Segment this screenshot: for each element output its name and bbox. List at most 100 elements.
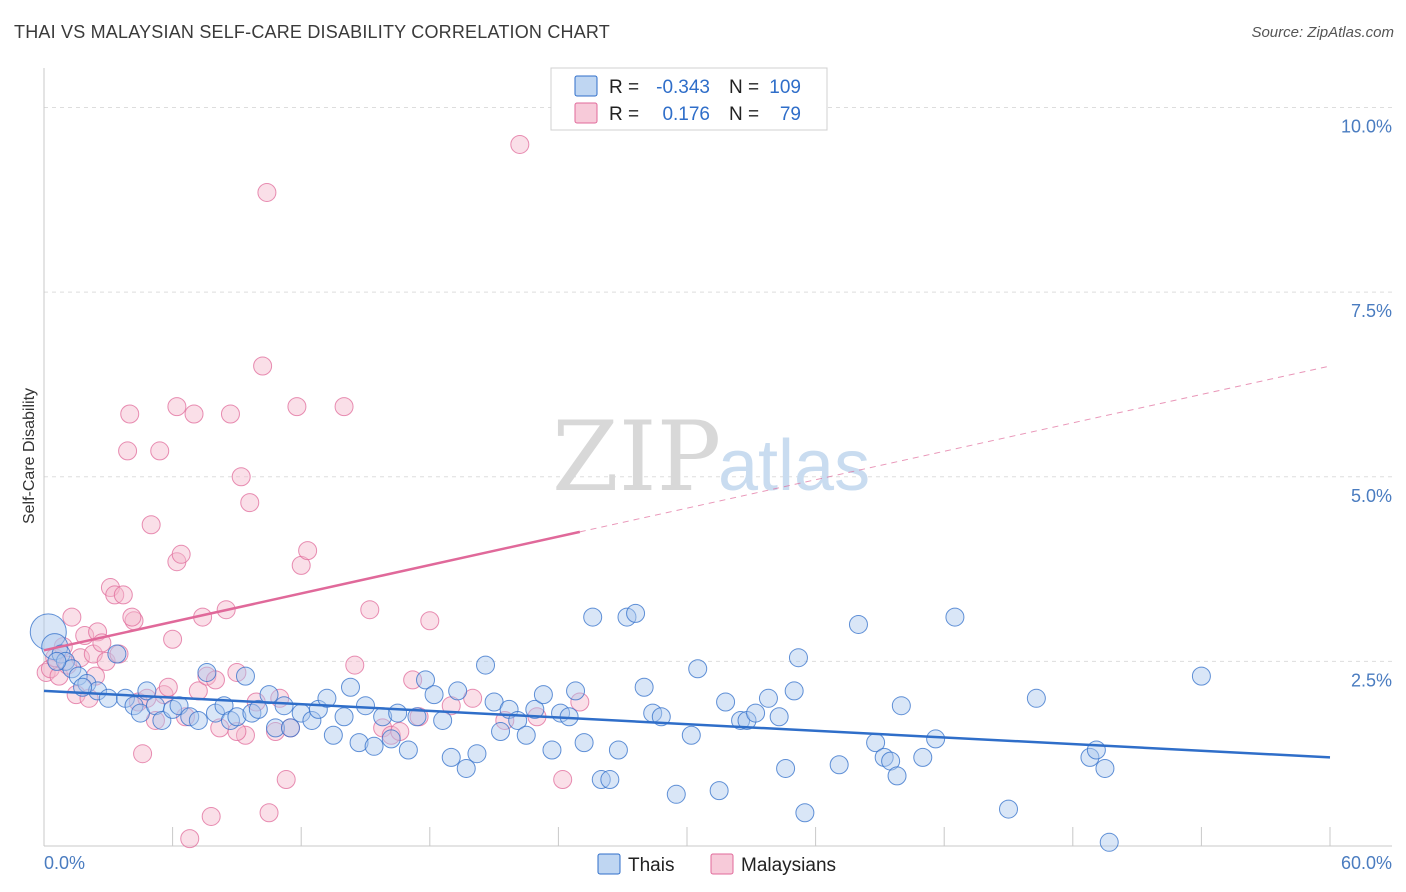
point-malaysians <box>158 677 178 697</box>
point-thais <box>248 699 268 719</box>
point-thais <box>407 707 427 727</box>
point-thais <box>188 710 208 730</box>
point-thais <box>574 733 594 753</box>
point-thais <box>874 747 894 767</box>
point-thais <box>265 718 285 738</box>
point-malaysians <box>334 397 354 417</box>
point-thais <box>913 747 933 767</box>
bottom-legend-thais: Thais <box>628 855 674 876</box>
point-malaysians <box>150 441 170 461</box>
legend-r-label: R = <box>609 104 639 125</box>
point-malaysians <box>227 722 247 742</box>
point-malaysians <box>133 744 153 764</box>
legend-n-label: N = <box>729 104 759 125</box>
point-thais <box>688 659 708 679</box>
point-thais <box>441 747 461 767</box>
trend-line-thais <box>43 689 1331 759</box>
point-malaysians <box>553 770 573 790</box>
point-thais <box>709 781 729 801</box>
point-malaysians <box>257 182 277 202</box>
point-thais <box>1086 740 1106 760</box>
bottom-legend: Thais Malaysians <box>597 853 836 876</box>
point-thais <box>788 648 808 668</box>
legend-n-label: N = <box>729 77 759 98</box>
watermark-atlas: atlas <box>718 426 870 506</box>
point-thais <box>600 770 620 790</box>
point-thais <box>340 677 360 697</box>
point-thais <box>1191 666 1211 686</box>
point-thais <box>887 766 907 786</box>
point-thais <box>746 703 766 723</box>
point-thais <box>716 692 736 712</box>
point-thais <box>681 725 701 745</box>
bottom-legend-swatch-malaysians <box>710 853 734 875</box>
point-thais <box>758 688 778 708</box>
point-thais <box>381 729 401 749</box>
point-malaysians <box>570 692 590 712</box>
point-malaysians <box>287 397 307 417</box>
point-thais <box>626 603 646 623</box>
x-tick-label: 60.0% <box>1341 853 1392 873</box>
point-thais <box>356 696 375 716</box>
point-thais <box>999 799 1018 819</box>
point-thais <box>776 758 796 778</box>
point-thais <box>456 758 476 778</box>
point-thais <box>47 651 67 671</box>
point-malaysians <box>220 404 240 424</box>
point-thais <box>334 707 354 727</box>
point-thais <box>62 659 82 679</box>
x-tick-label: 0.0% <box>44 853 85 873</box>
legend-r-malaysians: 0.176 <box>662 104 710 125</box>
point-thais <box>416 670 436 690</box>
point-thais <box>235 666 255 686</box>
point-thais <box>484 692 504 712</box>
point-thais <box>795 803 815 823</box>
point-thais <box>516 725 536 745</box>
point-thais <box>891 696 911 716</box>
point-thais <box>1080 747 1100 767</box>
point-thais <box>388 703 408 723</box>
point-thais <box>769 707 789 727</box>
point-thais <box>163 699 183 719</box>
point-thais <box>491 722 511 742</box>
point-malaysians <box>231 467 251 487</box>
y-tick-label: 5.0% <box>1351 486 1392 506</box>
point-thais <box>476 655 496 675</box>
point-thais <box>317 688 337 708</box>
point-malaysians <box>180 829 200 849</box>
point-thais <box>566 681 586 701</box>
point-thais <box>583 607 603 627</box>
point-malaysians <box>113 585 133 605</box>
point-malaysians <box>510 134 530 154</box>
point-thais <box>784 681 804 701</box>
legend-swatch-malaysians <box>574 102 598 124</box>
y-tick-label: 10.0% <box>1341 117 1392 137</box>
legend-n-thais: 109 <box>769 77 801 98</box>
legend-box: R = -0.343 N = 109 R = 0.176 N = 79 <box>550 67 828 131</box>
axes <box>43 68 1392 847</box>
point-malaysians <box>118 441 138 461</box>
point-thais <box>1095 758 1115 778</box>
point-thais <box>364 736 384 756</box>
point-malaysians <box>240 493 260 513</box>
point-thais <box>634 677 654 697</box>
trend-lines <box>43 365 1331 759</box>
point-thais <box>424 685 444 705</box>
point-thais <box>1026 688 1046 708</box>
point-malaysians <box>345 655 365 675</box>
point-thais <box>945 607 965 627</box>
point-thais <box>130 703 150 723</box>
chart-title: THAI VS MALAYSIAN SELF-CARE DISABILITY C… <box>14 22 610 42</box>
tick-labels: 2.5% 5.0% 7.5% 10.0% 0.0% 60.0% <box>44 117 1392 873</box>
point-thais <box>666 784 686 804</box>
point-malaysians <box>360 600 380 620</box>
point-malaysians <box>62 607 82 627</box>
legend-n-malaysians: 79 <box>780 104 801 125</box>
point-thais <box>220 710 240 730</box>
point-malaysians <box>167 397 187 417</box>
point-malaysians <box>276 770 296 790</box>
point-thais <box>274 696 294 716</box>
point-thais <box>98 688 118 708</box>
y-tick-label: 7.5% <box>1351 301 1392 321</box>
